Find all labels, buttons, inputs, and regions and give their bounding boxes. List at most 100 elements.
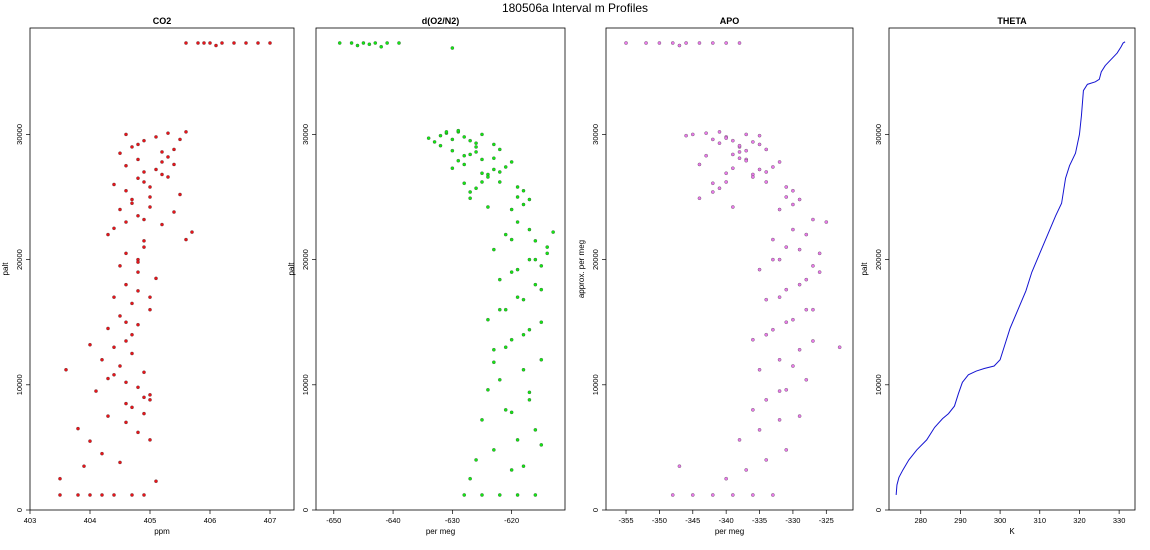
- d-o2-n2-data-point: [509, 337, 514, 342]
- d-o2-n2-data-point: [462, 135, 466, 139]
- d-o2-n2-y-tick-label: 30000: [301, 124, 310, 145]
- d-o2-n2-data-point: [503, 408, 508, 412]
- d-o2-n2-data-point: [355, 43, 360, 48]
- d-o2-n2-data-point: [444, 130, 449, 134]
- d-o2-n2-data-point: [492, 156, 496, 160]
- d-o2-n2-data-point: [503, 307, 508, 312]
- d-o2-n2-data-point: [539, 320, 544, 324]
- co2-data-point: [244, 41, 248, 45]
- co2-data-point: [136, 176, 140, 180]
- co2-data-point: [58, 493, 62, 497]
- d-o2-n2-data-point: [468, 190, 472, 194]
- d-o2-n2-data-point: [498, 493, 502, 497]
- co2-data-point: [160, 150, 164, 154]
- d-o2-n2-data-point: [480, 132, 484, 137]
- d-o2-n2-x-tick-label: -650: [326, 516, 341, 525]
- d-o2-n2-data-point: [503, 345, 508, 349]
- d-o2-n2-data-point: [486, 175, 490, 179]
- d-o2-n2-data-point: [492, 360, 496, 365]
- co2-data-point: [94, 389, 98, 393]
- co2-y-tick-label: 10000: [15, 374, 24, 395]
- d-o2-n2-data-point: [509, 468, 514, 472]
- d-o2-n2-x-tick-label: -620: [504, 516, 519, 525]
- co2-data-point: [76, 426, 80, 431]
- apo-data-point: [737, 438, 742, 442]
- co2-data-point: [148, 438, 152, 442]
- co2-data-point: [178, 192, 182, 197]
- d-o2-n2-data-point: [509, 160, 514, 164]
- d-o2-n2-data-point: [337, 41, 342, 45]
- apo-x-axis-label: per meg: [715, 527, 744, 536]
- co2-data-point: [160, 160, 164, 164]
- co2-data-point: [130, 301, 134, 306]
- co2-y-tick-label: 20000: [15, 249, 24, 270]
- apo-data-point: [757, 142, 762, 147]
- d-o2-n2-y-tick-label: 20000: [301, 249, 310, 270]
- co2-data-point: [136, 260, 140, 264]
- co2-data-point: [106, 326, 110, 331]
- d-o2-n2-data-point: [474, 458, 478, 462]
- d-o2-n2-data-point: [533, 493, 538, 497]
- d-o2-n2-data-point: [545, 251, 549, 256]
- co2-data-point: [112, 345, 116, 349]
- apo-data-point: [784, 185, 788, 189]
- d-o2-n2-data-point: [462, 181, 466, 185]
- co2-data-point: [124, 163, 128, 168]
- apo-data-point: [731, 166, 735, 170]
- co2-data-point: [136, 430, 140, 435]
- apo-data-point: [684, 133, 688, 138]
- apo-data-point: [777, 389, 782, 393]
- d-o2-n2-data-point: [498, 307, 502, 312]
- d-o2-n2-data-point: [474, 141, 478, 145]
- apo-data-point: [784, 388, 788, 392]
- apo-data-point: [824, 220, 829, 224]
- co2-data-point: [184, 41, 188, 45]
- apo-data-point: [724, 171, 728, 175]
- d-o2-n2-data-point: [438, 143, 443, 148]
- co2-data-point: [118, 364, 122, 368]
- apo-data-point: [717, 186, 722, 190]
- co2-data-point: [76, 493, 80, 497]
- co2-y-tick-label: 0: [15, 508, 24, 512]
- apo-x-tick-label: -340: [719, 516, 734, 525]
- co2-data-point: [130, 493, 134, 497]
- d-o2-n2-data-point: [492, 142, 496, 147]
- d-o2-n2-data-point: [480, 180, 484, 184]
- d-o2-n2-x-tick-label: -630: [445, 516, 460, 525]
- co2-data-point: [112, 493, 116, 497]
- d-o2-n2-data-point: [498, 147, 502, 152]
- d-o2-n2-data-point: [498, 277, 502, 282]
- co2-data-point: [130, 351, 134, 356]
- d-o2-n2-data-point: [498, 170, 502, 174]
- co2-data-point: [142, 180, 146, 184]
- co2-data-point: [148, 295, 152, 299]
- apo-y-tick-label: 30000: [591, 124, 600, 145]
- d-o2-n2-data-point: [515, 267, 520, 272]
- apo-data-point: [711, 181, 715, 185]
- apo-y-tick-label: 10000: [591, 374, 600, 395]
- apo-data-point: [811, 307, 815, 312]
- co2-data-point: [142, 245, 146, 249]
- co2-x-tick-label: 406: [204, 516, 217, 525]
- co2-data-point: [124, 220, 128, 224]
- co2-data-point: [88, 439, 92, 443]
- co2-data-point: [130, 201, 134, 206]
- d-o2-n2-data-point: [551, 230, 555, 234]
- d-o2-n2-data-point: [373, 41, 378, 45]
- d-o2-n2-data-point: [521, 332, 526, 337]
- co2-data-point: [136, 214, 140, 218]
- apo-data-point: [791, 202, 795, 207]
- co2-data-point: [112, 226, 116, 231]
- co2-data-point: [124, 282, 128, 287]
- apo-data-point: [731, 138, 735, 143]
- d-o2-n2-data-point: [509, 237, 514, 242]
- co2-data-point: [118, 460, 122, 465]
- co2-data-point: [148, 307, 152, 312]
- co2-data-point: [136, 385, 140, 390]
- d-o2-n2-data-point: [480, 493, 484, 497]
- d-o2-n2-data-point: [527, 257, 532, 262]
- d-o2-n2-data-point: [492, 348, 496, 352]
- co2-data-point: [82, 464, 86, 468]
- d-o2-n2-data-point: [527, 398, 532, 402]
